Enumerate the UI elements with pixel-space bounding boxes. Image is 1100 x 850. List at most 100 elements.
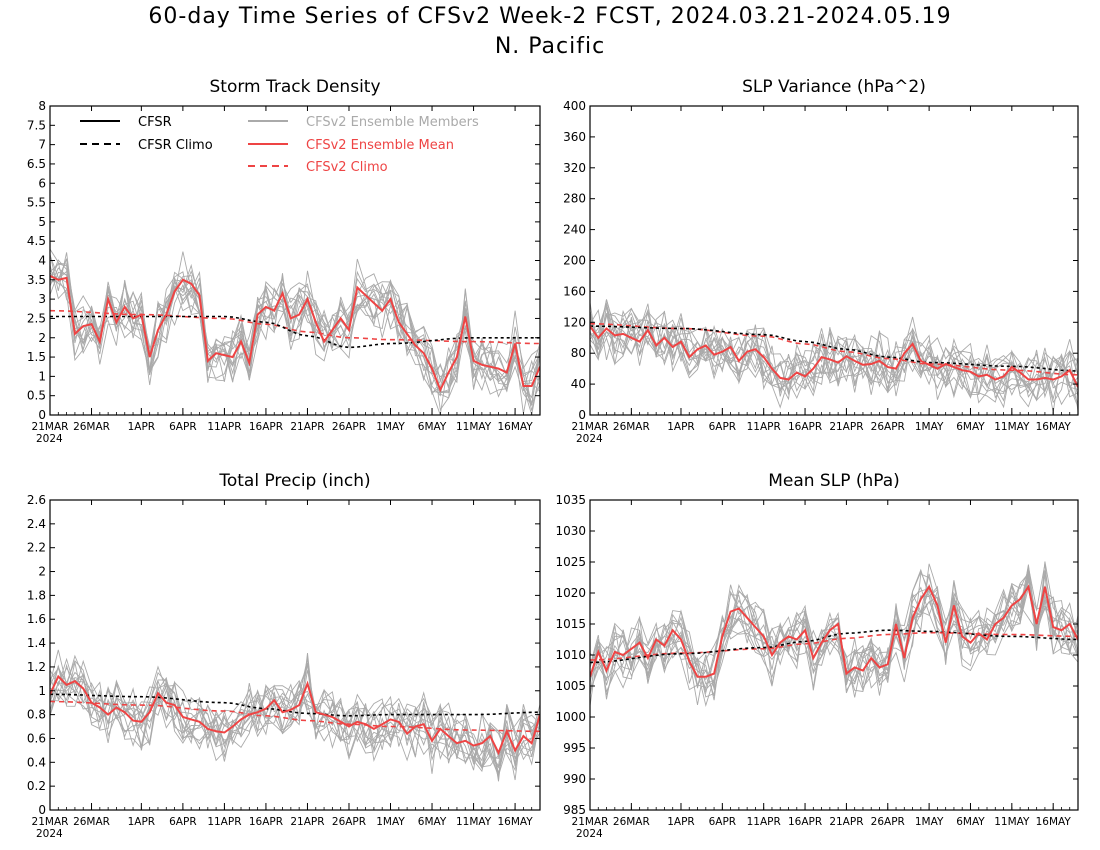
y-tick-label: 40 [571,377,586,391]
y-tick-label: 1000 [555,710,586,724]
x-tick-label: 21APR [290,816,324,828]
x-tick-label: 26APR [332,816,366,828]
y-tick-label: 1.6 [27,612,46,626]
x-tick-label: 6MAY [418,421,447,433]
x-tick-label: 26APR [332,421,366,433]
y-tick-label: 2 [38,565,46,579]
x-tick-label: 16APR [249,816,283,828]
data-layer [50,248,540,415]
y-tick-label: 0.8 [27,708,46,722]
x-tick-label: 26MAR [73,421,110,433]
y-tick-label: 200 [563,254,586,268]
y-tick-label: 3 [38,292,46,306]
x-year-label: 2024 [36,433,63,445]
y-tick-label: 0.6 [27,731,46,745]
legend-label: CFSR [138,115,172,130]
ensemble-member-line [590,568,1078,696]
ensemble-member-line [50,664,540,763]
x-tick-label: 26MAR [73,816,110,828]
x-tick-label: 1APR [667,816,695,828]
y-tick-label: 3.5 [27,273,46,287]
x-tick-label: 6MAY [956,421,985,433]
cfsv2-climo-line [50,309,540,345]
cfsv2-climo-line [50,700,540,733]
chart-legend: CFSR CFSR Climo CFSv2 Ensemble Members CFSv… [80,115,479,175]
y-tick-label: 1035 [555,493,586,507]
data-layer [590,561,1078,707]
x-tick-label: 1MAY [915,421,944,433]
y-tick-label: 240 [563,223,586,237]
x-tick-label: 26APR [871,816,905,828]
x-tick-label: 11MAY [994,421,1030,433]
y-tick-label: 5.5 [27,196,46,210]
panel-title: SLP Variance (hPa^2) [742,77,926,97]
x-tick-label: 11MAY [456,421,492,433]
figure-title: 60-day Time Series of CFSv2 Week-2 FCST,… [148,4,952,29]
panel-3: Total Precip (inch) 0 0.2 0.4 0.6 0.8 1 1.2 1.4 1… [27,471,541,840]
ensemble-member-line [590,305,1078,404]
y-tick-label: 1015 [555,617,586,631]
x-tick-label: 21MAR [572,816,609,828]
y-tick-label: 1 [38,369,46,383]
y-tick-label: 0.4 [27,755,46,769]
x-tick-label: 1MAY [915,816,944,828]
y-tick-label: 5 [38,215,46,229]
ensemble-mean-line [50,674,540,756]
ensemble-mean-line [590,325,1078,388]
y-tick-label: 80 [571,346,586,360]
ensemble-member-line [590,572,1078,698]
data-layer [590,299,1078,413]
y-tick-label: 0.5 [27,389,46,403]
x-tick-label: 26MAR [613,421,650,433]
ensemble-member-line [50,677,540,773]
y-tick-label: 0 [38,803,46,817]
y-tick-label: 1.8 [27,588,46,602]
y-tick-label: 990 [563,772,586,786]
y-tick-label: 4 [38,254,46,268]
x-tick-label: 16APR [788,816,822,828]
x-tick-label: 11APR [747,421,781,433]
y-tick-label: 1.4 [27,636,46,650]
legend-label: CFSv2 Climo [306,160,388,175]
x-tick-label: 16APR [788,421,822,433]
legend-label: CFSv2 Ensemble Mean [306,138,454,153]
x-tick-label: 11APR [207,421,241,433]
x-tick-label: 6APR [169,816,197,828]
ensemble-member-line [590,301,1078,402]
y-tick-label: 7 [38,138,46,152]
panel-title: Storm Track Density [209,77,380,97]
y-tick-label: 360 [563,130,586,144]
cfsv2-climo-line [590,323,1078,376]
x-tick-label: 21MAR [572,421,609,433]
ensemble-member-line [590,570,1078,696]
x-tick-label: 21APR [829,816,863,828]
y-tick-label: 7.5 [27,118,46,132]
ensemble-mean-line [590,584,1078,678]
y-tick-label: 2.4 [27,517,46,531]
cfsr-climo-line [590,629,1078,664]
ensemble-member-line [590,569,1078,685]
x-tick-label: 16MAY [1036,816,1072,828]
data-layer [50,649,540,782]
plot-frame [49,105,541,416]
x-tick-label: 21MAR [32,421,69,433]
ensemble-member-line [590,563,1078,698]
panel-1: Storm Track Density 0 0.5 1 1.5 2 2.5 3 3.5 4 4.5 5… [27,77,541,445]
x-tick-label: 26MAR [613,816,650,828]
cfsr-climo-line [50,693,540,717]
x-tick-label: 1APR [128,816,156,828]
y-tick-label: 1030 [555,524,586,538]
y-tick-label: 280 [563,192,586,206]
y-tick-label: 1.2 [27,660,46,674]
x-tick-label: 21APR [829,421,863,433]
y-tick-label: 2.2 [27,541,46,555]
y-tick-label: 4.5 [27,234,46,248]
cfsv2-climo-line [590,631,1078,661]
ensemble-member-line [590,299,1078,406]
ensemble-member-line [590,302,1078,412]
x-tick-label: 11APR [207,816,241,828]
ensemble-member-line [50,270,540,411]
figure-region: N. Pacific [494,34,606,59]
panel-title: Total Precip (inch) [218,471,370,491]
ensemble-member-line [590,313,1078,399]
